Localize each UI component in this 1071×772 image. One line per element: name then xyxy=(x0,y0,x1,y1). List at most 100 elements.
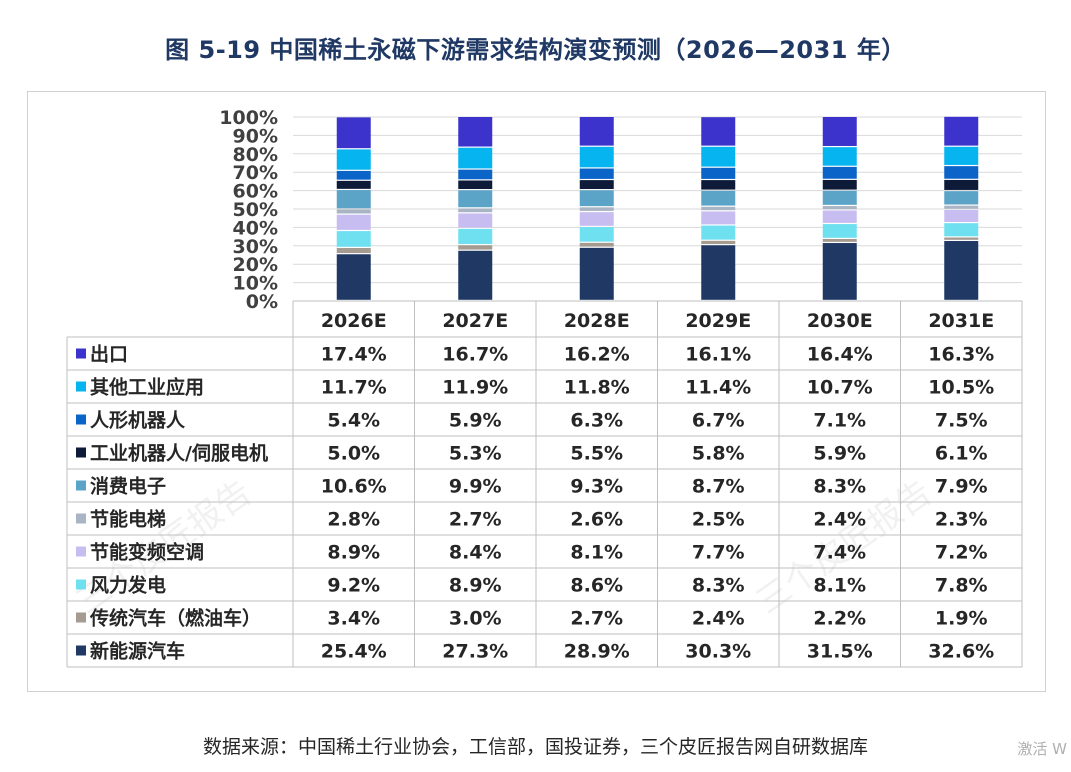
bar-segment xyxy=(822,210,857,223)
bar-segment xyxy=(579,180,614,190)
data-value-label: 8.7% xyxy=(692,476,745,498)
bar-segment xyxy=(701,180,736,190)
data-value-label: 30.3% xyxy=(685,641,751,663)
data-value-label: 28.9% xyxy=(564,641,630,663)
data-value-label: 8.6% xyxy=(570,575,623,597)
y-tick-label: 40% xyxy=(233,217,278,239)
data-value-label: 16.2% xyxy=(564,344,630,366)
data-value-label: 10.6% xyxy=(321,476,387,498)
chart-title: 图 5-19 中国稀土永磁下游需求结构演变预测（2026—2031 年） xyxy=(165,36,906,64)
bar-segment xyxy=(458,117,493,147)
source-note: 数据来源：中国稀土行业协会，工信部，国投证券，三个皮匠报告网自研数据库 xyxy=(202,736,868,758)
bar-segment xyxy=(822,224,857,238)
bar-segment xyxy=(822,238,857,242)
data-value-label: 31.5% xyxy=(807,641,873,663)
data-value-label: 5.4% xyxy=(327,410,380,432)
legend-key xyxy=(76,414,86,425)
data-value-label: 8.9% xyxy=(449,575,502,597)
bar-segment xyxy=(944,223,979,237)
bar-segment xyxy=(944,191,979,205)
y-tick-label: 60% xyxy=(233,181,278,203)
bar-segment xyxy=(701,225,736,240)
data-value-label: 8.3% xyxy=(813,476,866,498)
data-value-label: 8.3% xyxy=(692,575,745,597)
data-value-label: 5.0% xyxy=(327,443,380,465)
y-tick-label: 70% xyxy=(233,162,278,184)
data-value-label: 7.9% xyxy=(935,476,988,498)
data-value-label: 5.3% xyxy=(449,443,502,465)
bar-segment xyxy=(701,206,736,211)
bar-segment xyxy=(944,146,979,165)
bar-segment xyxy=(336,170,371,180)
series-name-label: 节能变频空调 xyxy=(90,541,204,564)
bar-segment xyxy=(944,205,979,209)
data-value-label: 3.4% xyxy=(327,608,380,630)
stacked-bar-chart: 0%10%20%30%40%50%60%70%80%90%100% 2026E 2… xyxy=(66,107,1023,668)
data-value-label: 5.5% xyxy=(570,443,623,465)
series-name-label: 节能电梯 xyxy=(90,508,166,531)
legend-key xyxy=(76,645,86,656)
data-value-label: 3.0% xyxy=(449,608,502,630)
series-name-label: 风力发电 xyxy=(90,574,166,597)
data-value-label: 7.8% xyxy=(935,575,988,597)
data-value-label: 2.7% xyxy=(449,509,502,531)
bar-segment xyxy=(458,147,493,169)
bar-segment xyxy=(579,207,614,211)
data-value-label: 9.3% xyxy=(570,476,623,498)
series-name-label: 消费电子 xyxy=(90,475,166,498)
bar-segment xyxy=(458,190,493,208)
bar-segment xyxy=(944,209,979,222)
bar-segment xyxy=(458,208,493,213)
series-name-label: 其他工业应用 xyxy=(90,376,204,399)
bar-segment xyxy=(822,206,857,210)
legend-key xyxy=(76,546,86,557)
bar-segment xyxy=(822,179,857,190)
bar-segment xyxy=(822,243,857,300)
data-value-label: 11.7% xyxy=(321,377,387,399)
bar-segment xyxy=(336,214,371,230)
bars xyxy=(336,116,979,300)
legend-key xyxy=(76,381,86,392)
legend-key xyxy=(76,513,86,524)
bar-segment xyxy=(701,117,736,146)
data-value-label: 2.3% xyxy=(935,509,988,531)
y-tick-label: 20% xyxy=(233,254,278,276)
bar-segment xyxy=(701,146,736,167)
y-tick-label: 30% xyxy=(233,236,278,258)
legend-key xyxy=(76,348,86,359)
data-value-label: 8.1% xyxy=(570,542,623,564)
bar-segment xyxy=(336,149,371,170)
bar-segment xyxy=(579,117,614,146)
bar-segment xyxy=(701,190,736,206)
x-category-label: 2027E xyxy=(442,310,508,332)
bar-segment xyxy=(458,169,493,180)
data-table: 2026E 2027E 2028E 2029E 2030E 2031E 出口 17.4% 16.… xyxy=(66,300,1023,668)
data-value-label: 7.2% xyxy=(935,542,988,564)
data-value-label: 2.8% xyxy=(327,509,380,531)
series-name-label: 传统汽车（燃油车） xyxy=(89,607,261,630)
data-value-label: 6.7% xyxy=(692,410,745,432)
data-value-label: 2.7% xyxy=(570,608,623,630)
series-name-label: 新能源汽车 xyxy=(90,640,185,663)
bar-segment xyxy=(458,213,493,228)
data-value-label: 9.9% xyxy=(449,476,502,498)
data-value-label: 6.3% xyxy=(570,410,623,432)
y-tick-label: 50% xyxy=(233,199,278,221)
x-category-label: 2026E xyxy=(321,310,387,332)
bar-segment xyxy=(579,247,614,300)
bar-segment xyxy=(944,241,979,300)
data-value-label: 11.9% xyxy=(442,377,508,399)
legend-key xyxy=(76,447,86,458)
data-value-label: 7.5% xyxy=(935,410,988,432)
data-value-label: 5.9% xyxy=(449,410,502,432)
y-tick-label: 80% xyxy=(233,144,278,166)
data-value-label: 25.4% xyxy=(321,641,387,663)
x-category-label: 2029E xyxy=(685,310,751,332)
bar-segment xyxy=(579,146,614,168)
data-value-label: 11.8% xyxy=(564,377,630,399)
data-value-label: 6.1% xyxy=(935,443,988,465)
bar-segment xyxy=(579,168,614,179)
data-value-label: 9.2% xyxy=(327,575,380,597)
data-value-label: 2.4% xyxy=(813,509,866,531)
bar-segment xyxy=(579,242,614,247)
